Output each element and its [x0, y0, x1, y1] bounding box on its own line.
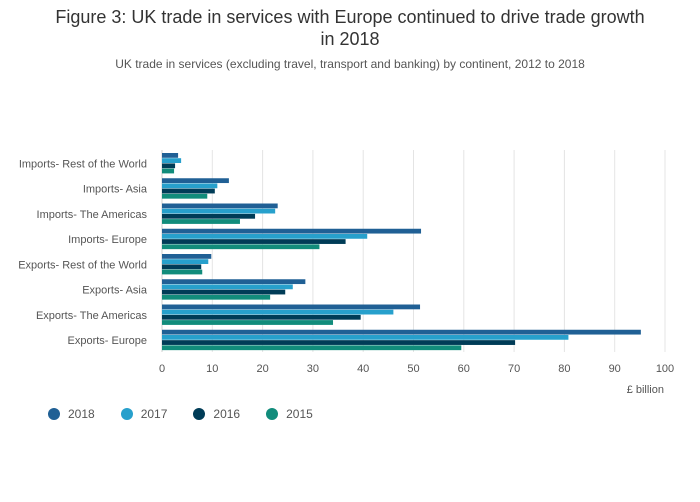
legend-item-2016[interactable]: 2016: [193, 407, 240, 421]
legend-item-2018[interactable]: 2018: [48, 407, 95, 421]
legend-label: 2017: [140, 407, 168, 421]
bar-2015[interactable]: [162, 345, 462, 351]
legend-label: 2015: [286, 407, 313, 421]
bar-2016[interactable]: [162, 264, 202, 270]
bars: [162, 153, 641, 351]
category-label: Exports- Asia: [82, 285, 148, 297]
bar-2015[interactable]: [162, 193, 208, 199]
category-label: Imports- Asia: [83, 184, 148, 196]
bar-2015[interactable]: [162, 244, 320, 250]
bar-2016[interactable]: [162, 340, 516, 345]
bar-2016[interactable]: [162, 188, 215, 194]
bar-2015[interactable]: [162, 269, 203, 275]
chart-title-line-2: in 2018: [320, 29, 380, 49]
bar-2015[interactable]: [162, 320, 334, 325]
legend-item-2017[interactable]: 2017: [120, 407, 168, 421]
x-tick-label: 60: [458, 363, 470, 375]
bar-2018[interactable]: [162, 329, 641, 335]
bar-2018[interactable]: [162, 153, 179, 158]
bar-2018[interactable]: [162, 304, 421, 310]
x-tick-label: 100: [656, 363, 674, 375]
bar-2017[interactable]: [162, 208, 276, 214]
bar-2016[interactable]: [162, 239, 346, 244]
chart-title: Figure 3: UK trade in services with Euro…: [0, 6, 700, 50]
bar-2017[interactable]: [162, 158, 182, 163]
bar-2016[interactable]: [162, 289, 286, 295]
x-tick-label: 30: [307, 363, 319, 375]
legend-swatch-icon: [266, 408, 279, 420]
x-tick-label: 10: [206, 363, 218, 375]
category-label: Exports- The Americas: [36, 310, 148, 322]
bar-2018[interactable]: [162, 178, 229, 184]
chart-title-line-1: Figure 3: UK trade in services with Euro…: [55, 7, 645, 27]
x-tick-label: 20: [256, 363, 268, 375]
bar-2017[interactable]: [162, 233, 368, 239]
bar-2016[interactable]: [162, 314, 361, 320]
bar-2016[interactable]: [162, 213, 256, 219]
category-label: Exports- Europe: [68, 335, 147, 347]
x-tick-label: 70: [508, 363, 520, 375]
legend-swatch-icon: [120, 408, 133, 420]
x-tick-label: 0: [159, 363, 165, 375]
legend-swatch-icon: [48, 408, 60, 420]
legend-label: 2016: [213, 407, 241, 421]
x-tick-label: 50: [407, 363, 419, 375]
x-axis-label: £ billion: [627, 384, 664, 396]
x-tick-labels: 0 10 20 30 40 50 60 70 80 90 100: [159, 363, 674, 375]
category-label: Imports- The Americas: [37, 209, 148, 221]
bar-2017[interactable]: [162, 309, 394, 315]
bar-2017[interactable]: [162, 259, 209, 264]
bar-2017[interactable]: [162, 334, 569, 340]
bar-2018[interactable]: [162, 203, 278, 209]
x-tick-label: 90: [609, 363, 621, 375]
bar-2016[interactable]: [162, 163, 176, 169]
category-label: Imports- Rest of the World: [19, 158, 147, 170]
bar-2018[interactable]: [162, 254, 212, 259]
bar-2015[interactable]: [162, 294, 271, 300]
bar-2017[interactable]: [162, 183, 218, 189]
category-label: Imports- Europe: [68, 234, 147, 246]
x-tick-label: 80: [558, 363, 570, 375]
chart-subtitle: UK trade in services (excluding travel, …: [115, 57, 585, 71]
legend-label: 2018: [68, 407, 95, 421]
bar-2018[interactable]: [162, 228, 422, 234]
bar-2017[interactable]: [162, 284, 293, 290]
bar-2015[interactable]: [162, 219, 240, 224]
legend-item-2015[interactable]: 2015: [266, 407, 313, 421]
x-tick-label: 40: [357, 363, 369, 375]
legend-swatch-icon: [193, 408, 206, 420]
category-labels: Imports- Rest of the World Imports- Asia I…: [18, 158, 148, 347]
legend: 2018 2017 2016 2015: [48, 407, 339, 421]
bar-2015[interactable]: [162, 168, 175, 174]
category-label: Exports- Rest of the World: [18, 259, 147, 271]
bar-2018[interactable]: [162, 279, 306, 285]
